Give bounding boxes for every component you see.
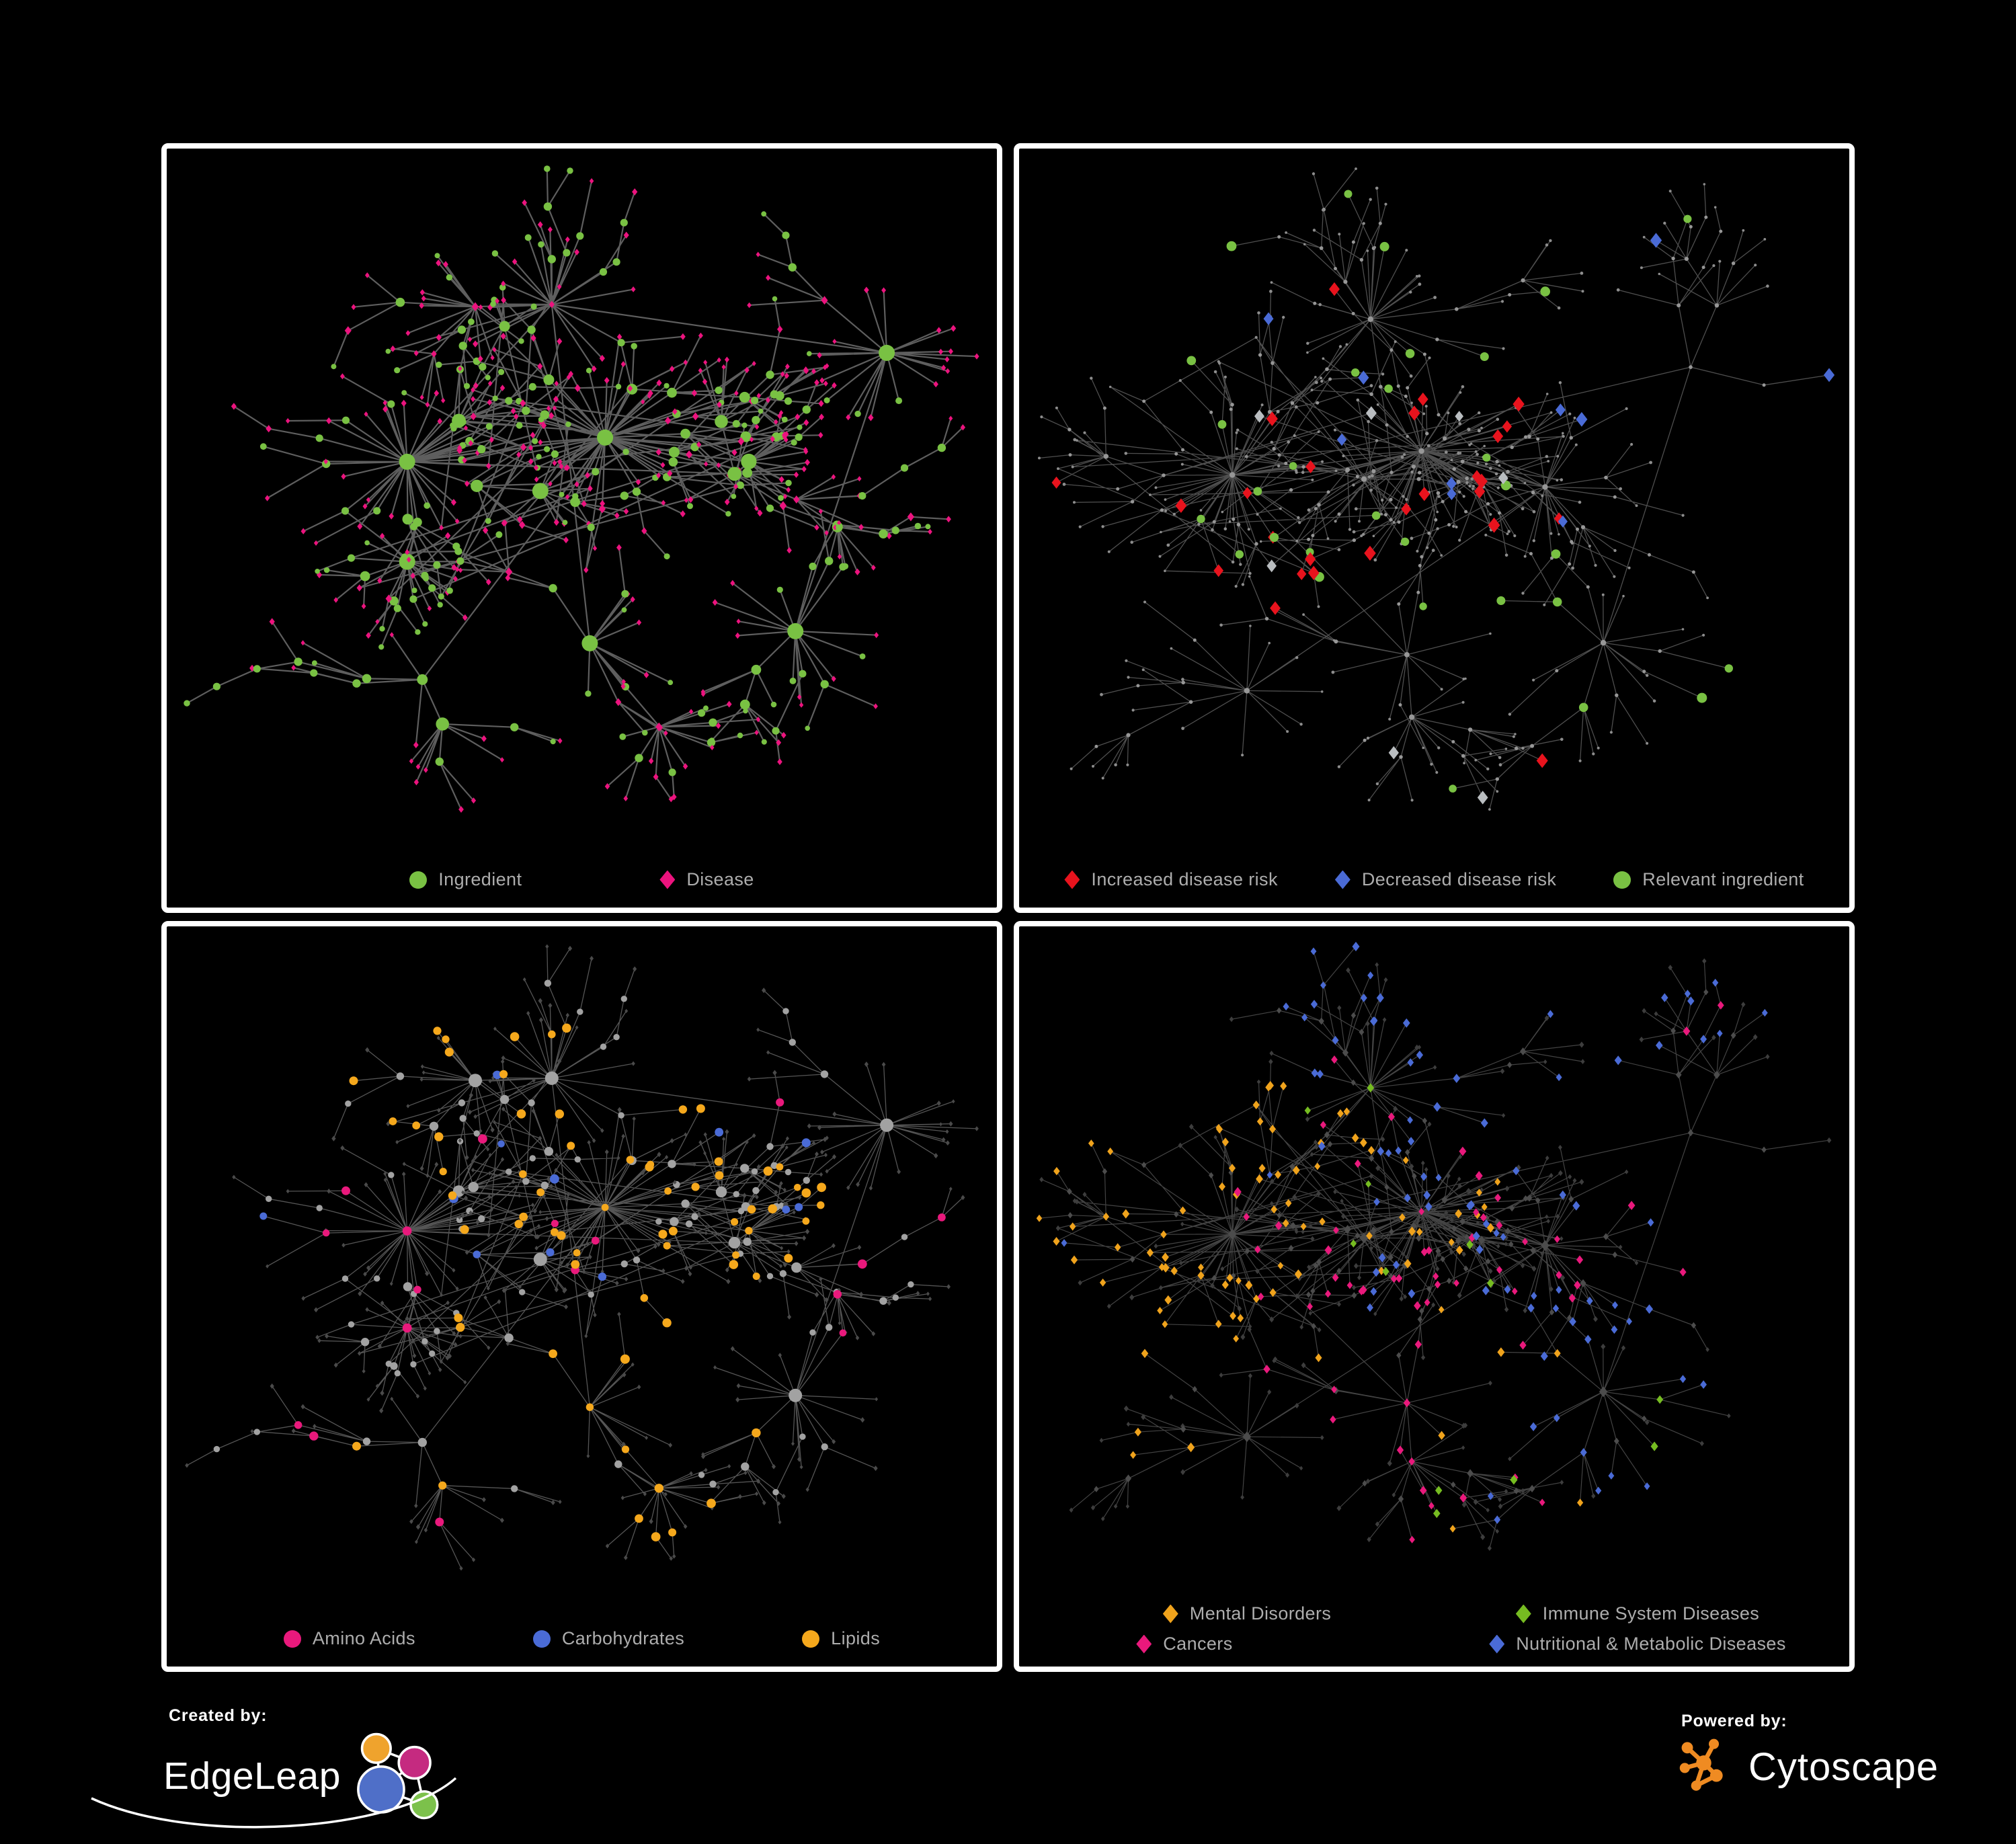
legend-item: Nutritional & Metabolic Diseases bbox=[1489, 1634, 1785, 1654]
edgeleap-wordmark: EdgeLeap bbox=[163, 1755, 341, 1798]
legend-item: Immune System Diseases bbox=[1515, 1603, 1760, 1624]
legend-label: Cancers bbox=[1163, 1634, 1233, 1654]
legend-label: Nutritional & Metabolic Diseases bbox=[1516, 1634, 1786, 1654]
network-nodes bbox=[1039, 958, 1832, 1551]
legend-label: Immune System Diseases bbox=[1542, 1603, 1760, 1623]
legend-circle-swatch-icon bbox=[409, 871, 428, 889]
cytoscape-credit: Powered by: bbox=[1677, 1712, 1939, 1798]
legend-item: Increased disease risk bbox=[1064, 869, 1277, 890]
legend-row: Amino Acids Carbohydrates Lipids bbox=[283, 1628, 880, 1649]
network-edges bbox=[186, 168, 977, 810]
legend-circle-swatch-icon bbox=[283, 1630, 301, 1648]
legend-label: Lipids bbox=[831, 1628, 881, 1648]
edgeleap-logo-icon bbox=[357, 1732, 439, 1820]
legend-row: Cancers Nutritional & Metabolic Diseases bbox=[1136, 1634, 1785, 1654]
legend-circle-swatch-icon bbox=[802, 1630, 820, 1648]
legend-item: Mental Disorders bbox=[1162, 1603, 1516, 1624]
legend-label: Relevant ingredient bbox=[1642, 869, 1804, 889]
legend-circle-swatch-icon bbox=[532, 1630, 551, 1648]
legend-item: Lipids bbox=[802, 1628, 880, 1649]
edgeleap-credit: Created by: EdgeLeap bbox=[91, 1706, 457, 1829]
legend: Amino Acids Carbohydrates Lipids bbox=[167, 1628, 997, 1649]
legend-item: Cancers bbox=[1136, 1634, 1489, 1654]
legend-item: Carbohydrates bbox=[532, 1628, 685, 1649]
legend: Increased disease risk Decreased disease … bbox=[1019, 869, 1849, 890]
created-by-label: Created by: bbox=[169, 1706, 268, 1725]
legend-item: Amino Acids bbox=[283, 1628, 415, 1649]
powered-by-label: Powered by: bbox=[1681, 1712, 1787, 1730]
panel-disease-risk-network: Increased disease risk Decreased disease … bbox=[1014, 143, 1855, 913]
legend-item: Relevant ingredient bbox=[1613, 869, 1804, 890]
legend-row: Ingredient Disease bbox=[409, 869, 754, 890]
legend-item: Disease bbox=[659, 869, 754, 890]
legend-item: Ingredient bbox=[409, 869, 522, 890]
legend: Mental Disorders Immune System Diseases Ca… bbox=[1046, 1603, 1849, 1654]
legend: Ingredient Disease bbox=[167, 869, 997, 890]
panel-nutrient-class-network: Amino Acids Carbohydrates Lipids bbox=[161, 921, 1002, 1672]
legend-diamond-swatch-icon bbox=[1136, 1634, 1152, 1654]
legend-label: Decreased disease risk bbox=[1361, 869, 1557, 889]
network-highlight-nodes bbox=[259, 1023, 946, 1541]
legend-diamond-swatch-icon bbox=[1334, 870, 1350, 889]
legend-diamond-swatch-icon bbox=[659, 870, 676, 889]
legend-label: Mental Disorders bbox=[1189, 1603, 1332, 1623]
cytoscape-wordmark: Cytoscape bbox=[1748, 1745, 1939, 1789]
legend-item: Decreased disease risk bbox=[1334, 869, 1557, 890]
panel-ingredient-disease-network: Ingredient Disease bbox=[161, 143, 1002, 913]
legend-label: Carbohydrates bbox=[561, 1628, 685, 1648]
network-edges bbox=[186, 946, 977, 1569]
legend-diamond-swatch-icon bbox=[1064, 870, 1080, 889]
network-edges bbox=[1039, 946, 1830, 1549]
network-nodes bbox=[184, 165, 979, 813]
network-nodes bbox=[185, 944, 979, 1571]
network-edges bbox=[1039, 168, 1830, 810]
legend-diamond-swatch-icon bbox=[1162, 1604, 1178, 1623]
network-graph bbox=[184, 165, 979, 813]
legend-label: Increased disease risk bbox=[1091, 869, 1278, 889]
network-graph bbox=[1038, 167, 1835, 811]
network-nodes bbox=[1038, 167, 1769, 811]
cytoscape-logo-icon bbox=[1679, 1738, 1723, 1791]
legend-diamond-swatch-icon bbox=[1515, 1604, 1531, 1623]
legend-label: Ingredient bbox=[438, 869, 522, 889]
legend-circle-swatch-icon bbox=[1613, 871, 1631, 889]
network-graph bbox=[185, 944, 979, 1571]
network-graph bbox=[1036, 941, 1832, 1551]
panel-grid: Ingredient Disease Increased disease risk… bbox=[161, 143, 1855, 1672]
panel-disease-category-network: Mental Disorders Immune System Diseases Ca… bbox=[1014, 921, 1855, 1672]
legend-row: Mental Disorders Immune System Diseases bbox=[1162, 1603, 1760, 1624]
legend-label: Disease bbox=[686, 869, 754, 889]
legend-row: Increased disease risk Decreased disease … bbox=[1064, 869, 1804, 890]
legend-label: Amino Acids bbox=[312, 1628, 415, 1648]
legend-diamond-swatch-icon bbox=[1489, 1634, 1505, 1654]
network-highlight-nodes bbox=[1051, 190, 1835, 805]
